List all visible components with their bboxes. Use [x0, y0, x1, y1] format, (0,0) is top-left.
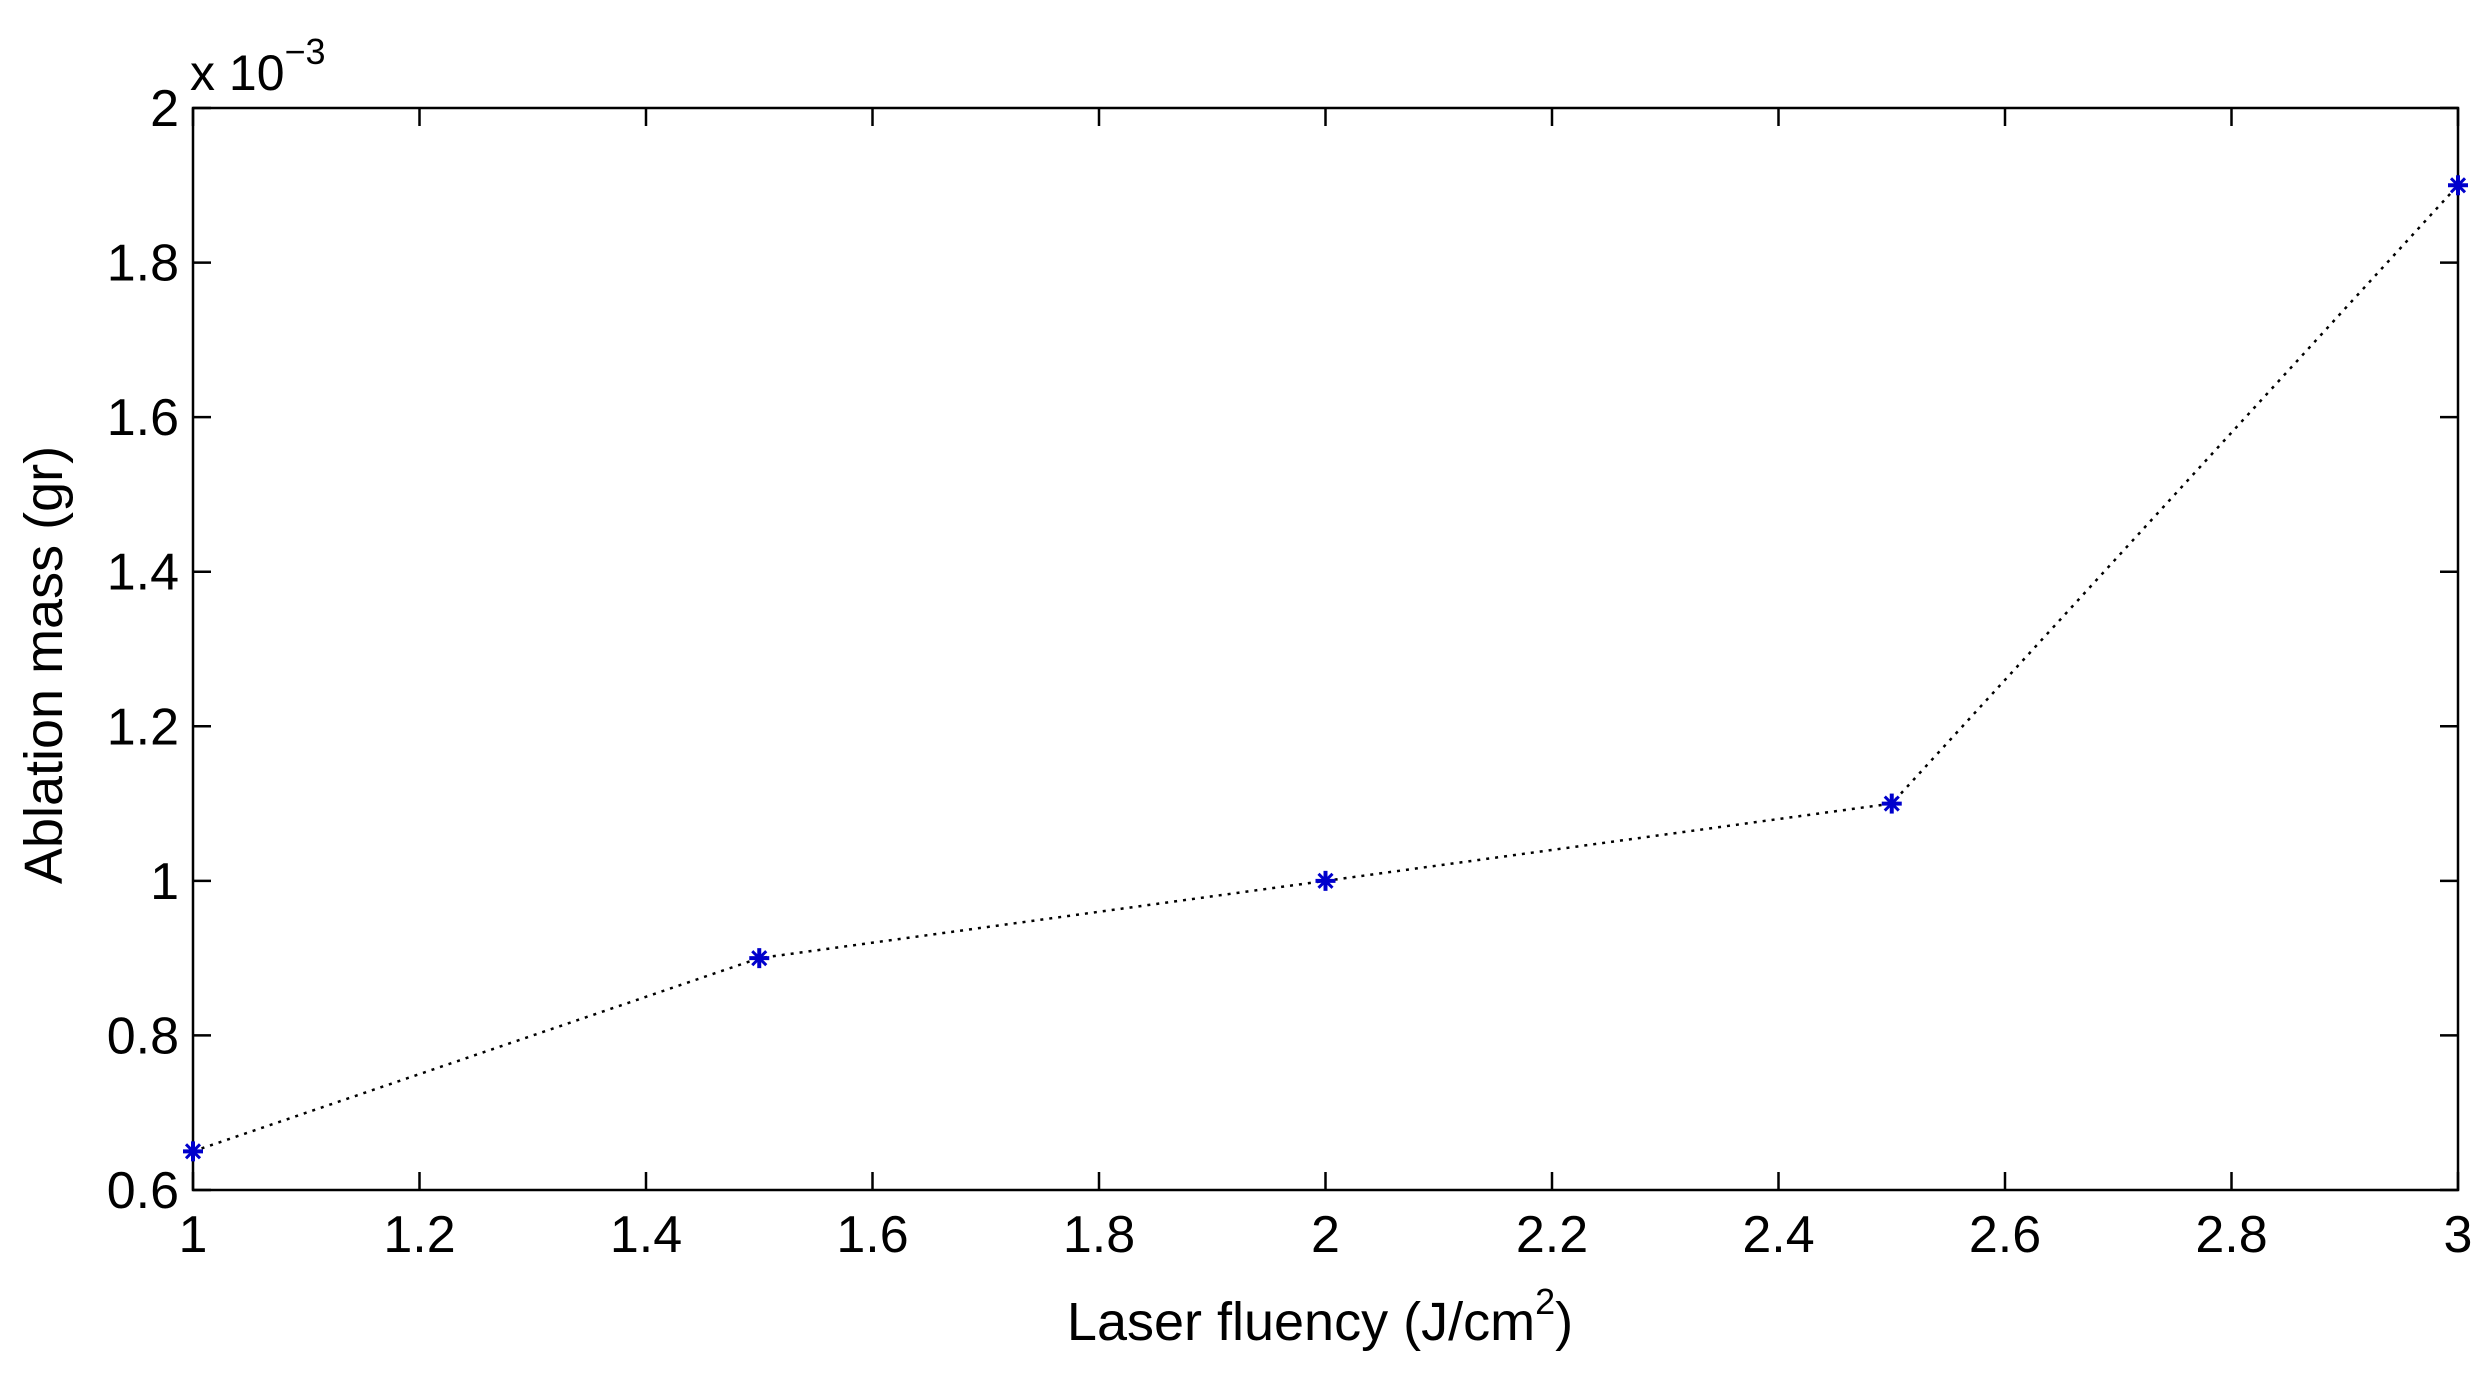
- y-tick-label: 1.4: [107, 544, 179, 602]
- series-line: [192, 184, 2459, 1153]
- x-tick-label: 1.2: [383, 1206, 455, 1264]
- x-tick-label: 1.4: [610, 1206, 682, 1264]
- x-axis-title-sup: 2: [1535, 1281, 1555, 1322]
- y-tick-label: 0.6: [107, 1162, 179, 1220]
- data-point: [1315, 870, 1336, 891]
- x-tick-label: 1.8: [1063, 1206, 1135, 1264]
- x-tick-label: 2.2: [1516, 1206, 1588, 1264]
- y-tick-label: 1.2: [107, 698, 179, 756]
- y-axis-multiplier-exponent: −3: [285, 31, 326, 72]
- x-tick-label: 2.4: [1742, 1206, 1814, 1264]
- data-point: [749, 948, 770, 969]
- marker-stroke: [1317, 872, 1334, 889]
- data-point: [1881, 793, 1902, 814]
- marker-stroke: [2449, 177, 2467, 194]
- y-tick-label: 1: [150, 853, 179, 911]
- marker-stroke: [1883, 795, 1900, 812]
- y-tick-label: 1.6: [107, 389, 179, 447]
- plot-area-border: [191, 106, 2460, 1192]
- x-tick-label: 2.6: [1969, 1206, 2041, 1264]
- y-tick-label: 1.8: [107, 235, 179, 293]
- x-tick-label: 2.8: [2195, 1206, 2267, 1264]
- y-tick-label: 0.8: [107, 1007, 179, 1065]
- x-axis-ticks: 1 1.2 1.4 1.6 1.8 2 2.2 2.4 2.6 2.8 3: [179, 108, 2473, 1264]
- x-tick-label: 2: [1311, 1206, 1340, 1264]
- y-axis-ticks: 0.6 0.8 1 1.2 1.4 1.6 1.8 2: [107, 80, 2458, 1220]
- data-point: [183, 1141, 203, 1162]
- data-point: [2448, 175, 2468, 196]
- x-axis-title-close: ): [1555, 1292, 1573, 1352]
- y-tick-label: 2: [150, 80, 179, 138]
- y-axis-multiplier: x 10−3: [190, 31, 326, 101]
- x-tick-label: 3: [2444, 1206, 2473, 1264]
- y-axis-title: Ablation mass (gr): [14, 446, 74, 884]
- marker-stroke: [751, 950, 768, 967]
- series-layer: [183, 175, 2468, 1162]
- marker-stroke: [184, 1143, 202, 1160]
- plot-frame: [191, 106, 2460, 1192]
- x-tick-label: 1: [179, 1206, 208, 1264]
- x-axis-title-text: Laser fluency (J/cm: [1067, 1292, 1535, 1352]
- x-tick-label: 1.6: [836, 1206, 908, 1264]
- x-axis-title: Laser fluency (J/cm2): [1067, 1281, 1573, 1352]
- y-axis-multiplier-base: x 10: [190, 45, 285, 101]
